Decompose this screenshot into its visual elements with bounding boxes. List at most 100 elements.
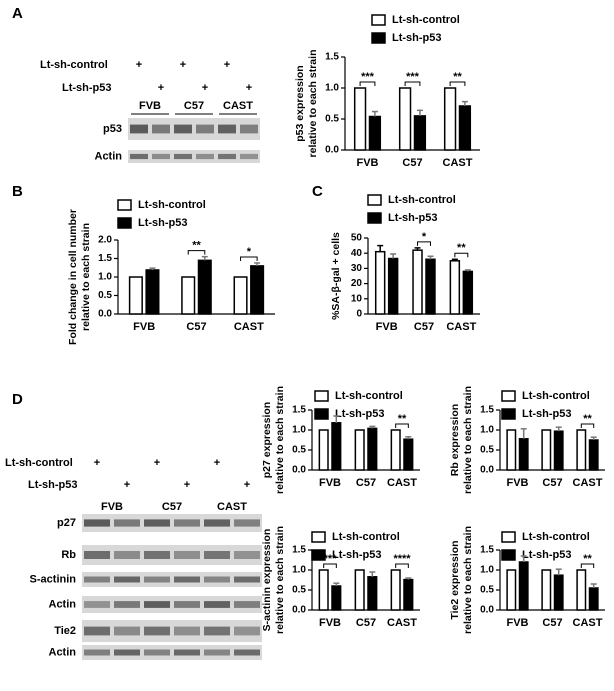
significance-bracket bbox=[395, 563, 409, 568]
y-tick-label: 20 bbox=[351, 278, 363, 289]
bar bbox=[425, 258, 436, 315]
bar bbox=[331, 422, 342, 471]
blot-band bbox=[130, 153, 148, 160]
blot-band bbox=[114, 626, 140, 636]
blot-band bbox=[174, 576, 200, 583]
y-axis-label: relative to each strain bbox=[80, 223, 92, 331]
significance-bracket bbox=[240, 256, 258, 261]
y-tick-label: 0.5 bbox=[98, 290, 112, 301]
bar bbox=[506, 429, 517, 471]
legend-swatch bbox=[367, 212, 382, 224]
legend-swatch bbox=[371, 14, 386, 26]
blot-band bbox=[144, 551, 170, 559]
blot-band bbox=[84, 601, 110, 608]
bar bbox=[518, 438, 529, 471]
bar bbox=[449, 260, 461, 315]
bar bbox=[462, 270, 474, 315]
protein-label: S-actinin bbox=[30, 573, 77, 585]
bar bbox=[518, 561, 529, 611]
blot-band bbox=[144, 601, 170, 608]
blot-band bbox=[114, 601, 140, 608]
significance-bracket bbox=[580, 423, 595, 428]
legend-label: Lt-sh-control bbox=[388, 194, 456, 206]
x-tick-label: FVB bbox=[507, 617, 529, 629]
x-tick-label: FVB bbox=[376, 321, 398, 333]
x-tick-label: C57 bbox=[542, 617, 562, 629]
blot-band bbox=[204, 519, 230, 527]
y-tick-label: 1.0 bbox=[292, 565, 306, 576]
legend-label: Lt-sh-control bbox=[332, 531, 400, 543]
blot-band bbox=[174, 519, 200, 527]
bar bbox=[353, 87, 367, 151]
bar bbox=[398, 87, 412, 151]
bar bbox=[403, 578, 414, 611]
bar bbox=[181, 276, 196, 315]
protein-label: Actin bbox=[49, 598, 77, 610]
legend-label: Lt-sh-control bbox=[522, 531, 590, 543]
bar bbox=[145, 269, 160, 315]
protein-label: Actin bbox=[95, 150, 123, 162]
bar bbox=[331, 585, 342, 611]
significance-label: ** bbox=[457, 242, 466, 254]
blot-strip bbox=[128, 150, 260, 163]
y-tick-label: 0.5 bbox=[325, 114, 339, 125]
y-axis-label: relative to each strain bbox=[462, 386, 474, 494]
bar bbox=[233, 276, 248, 315]
blot-band bbox=[174, 153, 192, 160]
bar bbox=[374, 250, 386, 315]
treatment-mark: + bbox=[124, 479, 130, 491]
significance-label: ** bbox=[453, 71, 462, 83]
x-tick-label: C57 bbox=[414, 321, 434, 333]
y-axis-label: relative to each strain bbox=[274, 526, 286, 634]
significance-label: ** bbox=[398, 413, 407, 425]
y-tick-label: 1.0 bbox=[98, 272, 112, 283]
x-tick-label: FVB bbox=[319, 617, 341, 629]
legend-label: Lt-sh-control bbox=[138, 199, 206, 211]
blot-band bbox=[144, 576, 170, 583]
y-axis-label: p27 expression bbox=[261, 402, 273, 478]
legend-label: Lt-sh-control bbox=[392, 14, 460, 26]
strain-label: C57 bbox=[184, 100, 204, 112]
y-tick-label: 0.0 bbox=[325, 145, 339, 156]
significance-bracket bbox=[404, 81, 421, 86]
blot-band bbox=[174, 124, 192, 134]
protein-label: p27 bbox=[57, 517, 76, 529]
y-tick-label: 1.0 bbox=[325, 83, 339, 94]
significance-label: *** bbox=[361, 71, 375, 83]
y-tick-label: 0.5 bbox=[480, 445, 494, 456]
y-tick-label: 1.5 bbox=[292, 405, 306, 416]
bar bbox=[403, 438, 414, 471]
legend-swatch bbox=[117, 199, 132, 211]
blot-band bbox=[234, 649, 260, 656]
panel-label: B bbox=[12, 183, 23, 200]
legend-swatch bbox=[501, 390, 516, 402]
treatment-label: Lt-sh-control bbox=[5, 457, 73, 469]
significance-label: *** bbox=[406, 71, 420, 83]
bar bbox=[368, 115, 382, 151]
blot-band bbox=[114, 649, 140, 656]
bar bbox=[128, 276, 143, 315]
significance-label: ** bbox=[583, 413, 592, 425]
x-tick-label: FVB bbox=[319, 477, 341, 489]
treatment-mark: + bbox=[180, 59, 186, 71]
legend-label: Lt-sh-p53 bbox=[388, 212, 438, 224]
blot-band bbox=[152, 153, 170, 160]
panel-label: D bbox=[12, 391, 23, 408]
bar bbox=[318, 429, 329, 471]
legend-label: Lt-sh-control bbox=[522, 390, 590, 402]
x-tick-label: CAST bbox=[387, 477, 417, 489]
y-tick-label: 1.0 bbox=[480, 425, 494, 436]
treatment-mark: + bbox=[94, 457, 100, 469]
legend-label: Lt-sh-p53 bbox=[392, 32, 442, 44]
bar bbox=[250, 265, 265, 315]
y-axis-label: %SA-β-gal + cells bbox=[330, 232, 342, 320]
y-tick-label: 1.0 bbox=[480, 565, 494, 576]
treatment-mark: + bbox=[224, 59, 230, 71]
blot-band bbox=[234, 576, 260, 583]
y-axis-label: relative to each strain bbox=[307, 50, 319, 158]
legend-swatch bbox=[311, 549, 326, 561]
legend-swatch bbox=[501, 531, 516, 543]
x-tick-label: C57 bbox=[402, 157, 422, 169]
y-axis-label: Rb expression bbox=[449, 404, 461, 476]
